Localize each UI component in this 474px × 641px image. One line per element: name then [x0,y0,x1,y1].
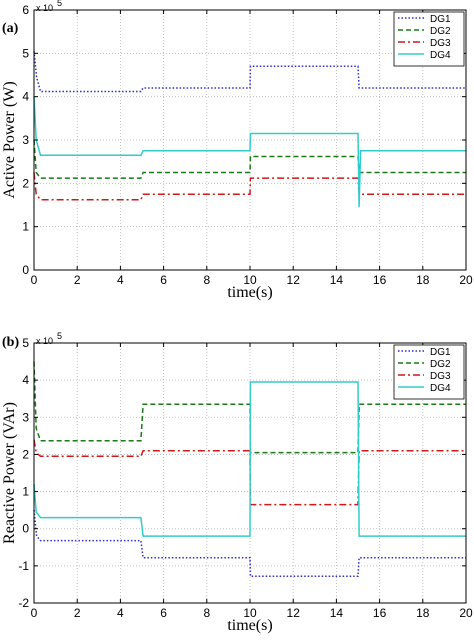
y-exponent-power: 5 [57,0,62,8]
legend-label-dg4: DG4 [430,383,451,394]
series-line-dg1 [33,510,466,578]
x-tick-label: 6 [160,606,167,620]
y-tick-label: 0 [22,522,29,536]
series-line-dg2 [33,361,466,454]
x-tick-label: 18 [416,273,430,287]
x-tick-label: 4 [117,273,124,287]
x-tick-label: 6 [160,273,167,287]
x-tick-label: 20 [459,273,473,287]
x-tick-label: 0 [31,273,38,287]
y-tick-label: 4 [22,90,29,104]
y-tick-label: -2 [18,596,29,610]
legend-label-dg4: DG4 [430,50,451,61]
legend-label-dg1: DG1 [430,14,451,25]
legend-label-dg2: DG2 [430,26,451,37]
y-tick-label: 5 [22,46,29,60]
legend-box [393,344,465,400]
x-tick-label: 12 [287,273,301,287]
x-tick-label: 20 [459,606,473,620]
y-tick-label: 1 [22,485,29,499]
x-tick-label: 10 [243,606,257,620]
x-tick-label: 14 [330,606,344,620]
y-tick-label: 3 [22,133,29,147]
panel-label: (b) [2,335,19,350]
y-axis-label: Reactive Power (VAr) [1,402,18,544]
y-exponent-power: 5 [57,331,62,341]
series-lines [33,51,466,208]
x-tick-label: 4 [117,606,124,620]
panel-label: (a) [2,21,19,36]
x-tick-label: 14 [330,273,344,287]
y-tick-label: 3 [22,410,29,424]
legend-box [393,11,465,67]
y-tick-label: 2 [22,447,29,461]
x-tick-label: 16 [373,273,387,287]
x-tick-label: 12 [287,606,301,620]
y-tick-label: 5 [22,336,29,350]
series-line-dg4 [33,96,466,208]
y-axis-label: Active Power (W) [1,81,18,198]
y-exponent-base: x 10 [36,3,53,13]
y-tick-label: 4 [22,373,29,387]
x-tick-label: 8 [203,606,210,620]
y-exponent-base: x 10 [36,336,53,346]
series-line-dg3 [33,172,466,201]
y-tick-label: 6 [22,3,29,17]
legend-label-dg3: DG3 [430,38,451,49]
y-tick-label: 1 [22,220,29,234]
x-tick-label: 10 [243,273,257,287]
x-tick-label: 0 [31,606,38,620]
legend-label-dg3: DG3 [430,371,451,382]
x-tick-label: 16 [373,606,387,620]
legend-label-dg1: DG1 [430,347,451,358]
series-line-dg1 [33,51,466,93]
y-tick-label: 2 [22,176,29,190]
x-tick-label: 8 [203,273,210,287]
x-axis-label: time(s) [227,617,272,634]
y-exponent-label: x 10 5 [36,331,62,346]
x-axis-label: time(s) [227,284,272,301]
y-exponent-label: x 10 5 [36,0,62,13]
series-line-dg4 [33,381,466,537]
y-tick-label: -1 [18,559,29,573]
series-lines [33,361,466,578]
y-tick-label: 0 [22,263,29,277]
x-tick-label: 2 [74,273,81,287]
x-tick-label: 2 [74,606,81,620]
x-tick-label: 18 [416,606,430,620]
legend-label-dg2: DG2 [430,359,451,370]
